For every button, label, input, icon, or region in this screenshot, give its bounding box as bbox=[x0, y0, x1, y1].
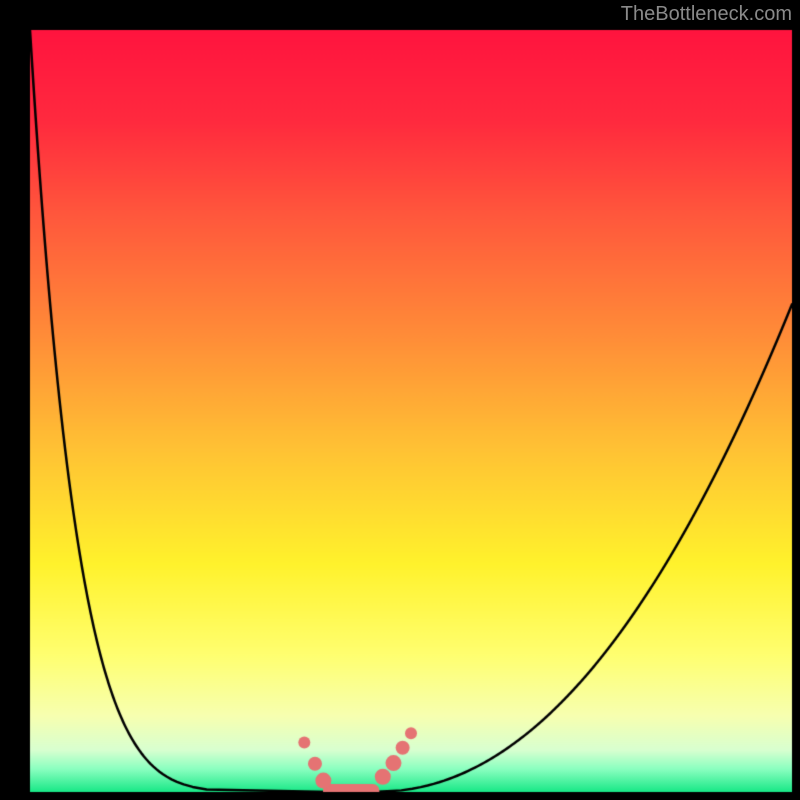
chart-container: TheBottleneck.com bbox=[0, 0, 800, 800]
bottleneck-curve-chart bbox=[0, 0, 800, 800]
